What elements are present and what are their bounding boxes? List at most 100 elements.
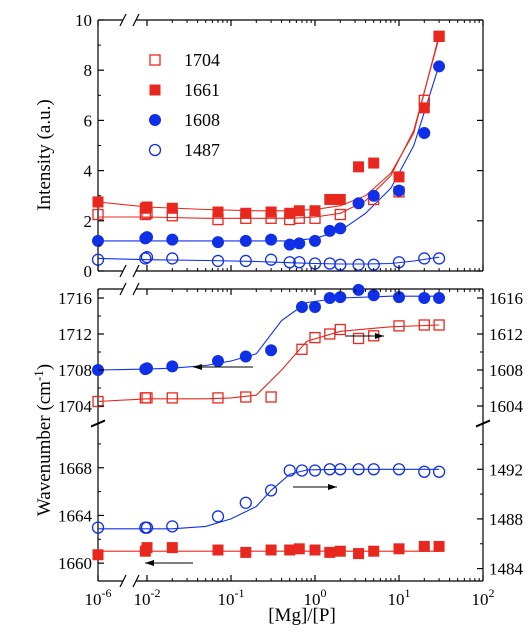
- x-tick-label: 101: [388, 586, 411, 609]
- bottom-panel-top-edge-break-mark: [132, 282, 140, 296]
- data-point-bottom-1608: [418, 292, 431, 304]
- top-y-tick-label: 0: [84, 262, 93, 281]
- data-point-top-1661: [240, 207, 252, 219]
- top-y-tick-label: 10: [75, 11, 92, 30]
- fit-line-bottom-1704: [97, 324, 440, 403]
- lower-left-y-label: 1660: [58, 554, 92, 573]
- bottom-panel-left-edge-break-mark: [90, 420, 106, 428]
- y-axis-title-bottom: Wavenumber (cm-1): [31, 364, 55, 516]
- data-point-bottom-1487: [432, 465, 446, 478]
- data-point-top-1608: [309, 234, 321, 247]
- data-point-bottom-1704: [265, 391, 277, 403]
- data-point-top-1487: [283, 256, 296, 269]
- data-point-top-1608: [323, 224, 336, 237]
- top-y-tick-label: 4: [84, 162, 93, 181]
- data-point-bottom-1661: [309, 544, 321, 556]
- data-point-top-1608: [393, 184, 405, 197]
- data-point-bottom-1487: [239, 496, 252, 509]
- arrow-left-1661-head: [145, 560, 154, 566]
- data-point-bottom-1608: [352, 283, 365, 296]
- data-point-bottom-1487: [140, 521, 154, 534]
- data-point-top-1608: [293, 237, 306, 250]
- top-panel-top-edge-break-mark: [132, 13, 140, 27]
- data-point-top-1487: [166, 252, 179, 265]
- arrow-right-1487-head: [328, 484, 337, 490]
- legend-marker-1608: [149, 114, 161, 126]
- data-point-bottom-1608: [239, 350, 252, 363]
- top-panel-bottom-edge-break-mark: [119, 264, 127, 278]
- x-tick-label: 100: [304, 586, 327, 609]
- data-point-top-1608: [433, 60, 446, 73]
- data-point-bottom-1704: [334, 323, 346, 336]
- data-point-top-1661: [324, 193, 336, 205]
- data-point-top-1661: [368, 157, 380, 169]
- data-point-bottom-1704: [141, 392, 153, 404]
- data-point-top-1487: [139, 252, 152, 265]
- data-point-top-1661: [353, 161, 365, 173]
- data-point-top-1661: [141, 201, 153, 213]
- data-point-bottom-1608: [211, 355, 224, 367]
- x-tick-label: 102: [472, 586, 495, 609]
- data-point-bottom-1661: [284, 544, 296, 556]
- fit-line-top-1487: [97, 256, 440, 265]
- data-point-top-1487: [432, 252, 446, 265]
- data-point-bottom-1487: [264, 484, 278, 497]
- data-point-top-1608: [367, 189, 380, 202]
- data-point-top-1608: [239, 234, 252, 247]
- fit-line-bottom-1608: [97, 295, 440, 371]
- data-point-top-1487: [264, 253, 278, 266]
- data-point-bottom-1704: [309, 331, 321, 344]
- data-point-top-1661: [92, 196, 104, 208]
- data-point-bottom-1661: [141, 542, 153, 554]
- data-point-bottom-1608: [433, 292, 446, 304]
- lower-right-y-label: 1488: [489, 510, 523, 529]
- data-point-bottom-1704: [212, 392, 224, 404]
- data-point-bottom-1704: [433, 319, 445, 331]
- data-point-top-1661: [265, 206, 277, 218]
- data-point-top-1661: [309, 205, 321, 217]
- x-tick-label: 10-6: [85, 586, 112, 609]
- x-tick-label: 10-1: [218, 586, 245, 609]
- top-y-tick-label: 8: [84, 61, 93, 80]
- upper-right-y-label: 1604: [489, 397, 524, 416]
- data-point-bottom-1487: [295, 464, 309, 477]
- data-point-bottom-1661: [212, 544, 224, 556]
- top-y-tick-label: 6: [84, 111, 93, 130]
- lower-left-y-label: 1664: [58, 506, 93, 525]
- data-point-bottom-1661: [334, 545, 346, 557]
- data-point-bottom-1661: [92, 549, 104, 561]
- data-point-top-1487: [293, 256, 306, 269]
- data-point-bottom-1661: [368, 545, 380, 557]
- data-point-bottom-1661: [265, 544, 277, 556]
- data-point-bottom-1704: [240, 391, 252, 403]
- data-point-bottom-1661: [353, 548, 365, 560]
- bottom-panel-right-edge-break-mark: [475, 420, 491, 428]
- data-point-bottom-1608: [323, 292, 336, 304]
- upper-right-y-label: 1608: [489, 361, 523, 380]
- data-point-top-1661: [166, 202, 178, 214]
- data-point-top-1608: [418, 126, 431, 139]
- data-point-top-1487: [352, 258, 365, 271]
- lower-right-y-label: 1492: [489, 460, 523, 479]
- data-point-bottom-1608: [166, 360, 179, 373]
- data-point-bottom-1661: [418, 540, 430, 552]
- data-point-top-1608: [334, 222, 347, 235]
- data-point-bottom-1704: [418, 319, 430, 331]
- data-point-bottom-1661: [393, 543, 405, 555]
- data-point-top-1661: [293, 205, 305, 217]
- data-point-top-1608: [92, 234, 104, 247]
- bottom-panel-bottom-edge-break-mark: [132, 574, 140, 588]
- data-point-bottom-1608: [295, 301, 308, 313]
- upper-right-y-label: 1616: [489, 289, 523, 308]
- bottom-panel-bottom-edge-break-mark: [119, 574, 127, 588]
- upper-left-y-label: 1708: [58, 361, 92, 380]
- data-point-bottom-1608: [334, 291, 347, 304]
- data-point-bottom-1487: [211, 510, 225, 523]
- data-point-bottom-1704: [166, 392, 178, 404]
- data-point-top-1661: [334, 193, 346, 205]
- x-tick-label: 10-2: [134, 586, 161, 609]
- data-point-bottom-1608: [141, 362, 153, 375]
- data-point-top-1608: [265, 233, 278, 246]
- legend-label-1487: 1487: [184, 140, 220, 160]
